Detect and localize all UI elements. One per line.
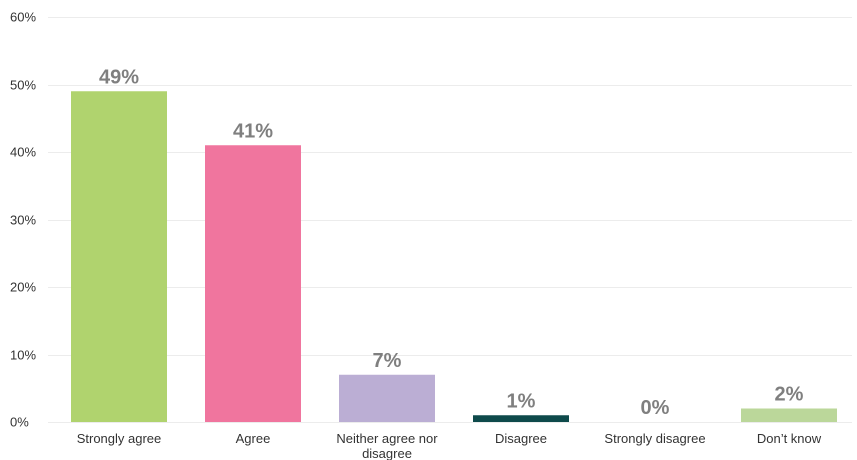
category-label: Agree xyxy=(236,431,271,446)
category-label: Disagree xyxy=(495,431,547,446)
y-tick-label: 30% xyxy=(10,213,36,228)
y-tick-label: 10% xyxy=(10,348,36,363)
category-label: disagree xyxy=(362,446,412,460)
bar xyxy=(339,374,435,422)
bar xyxy=(205,145,301,422)
y-tick-label: 50% xyxy=(10,78,36,93)
bar xyxy=(71,91,167,422)
bars xyxy=(71,91,837,422)
gridlines xyxy=(48,17,852,423)
y-tick-label: 0% xyxy=(10,415,29,430)
bar xyxy=(741,408,837,422)
data-label: 49% xyxy=(99,66,139,88)
data-label: 0% xyxy=(641,397,670,419)
data-label: 1% xyxy=(507,390,536,412)
data-label: 2% xyxy=(775,384,804,406)
y-tick-label: 60% xyxy=(10,10,36,25)
x-axis-categories: Strongly agree Agree Neither agree nordisa… xyxy=(77,431,822,460)
y-axis-ticks: 0% 10% 20% 30% 40% 50% 60% xyxy=(10,10,36,430)
category-label: Strongly agree xyxy=(77,431,162,446)
data-labels: 49% 41% 7% 1% 0% 2% xyxy=(99,66,804,419)
y-tick-label: 40% xyxy=(10,145,36,160)
category-label: Strongly disagree xyxy=(604,431,705,446)
data-label: 41% xyxy=(233,120,273,142)
category-label: Don’t know xyxy=(757,431,822,446)
y-tick-label: 20% xyxy=(10,280,36,295)
data-label: 7% xyxy=(373,350,402,372)
bar xyxy=(473,415,569,422)
category-label: Neither agree nor xyxy=(336,431,438,446)
